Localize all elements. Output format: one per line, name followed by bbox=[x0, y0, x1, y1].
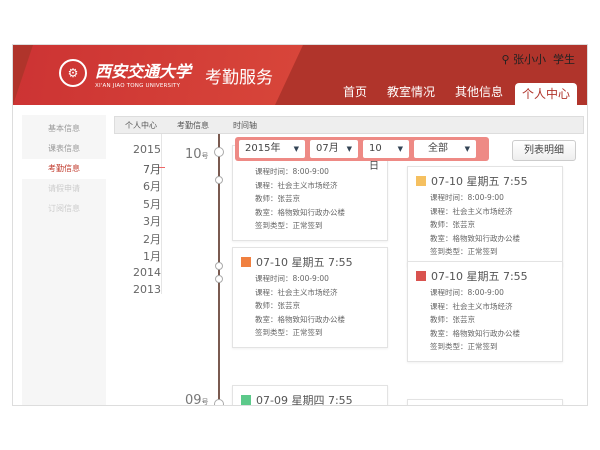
date-filter: 2015年 ▼ 07月 ▼ 10日 ▼ 全部 ▼ bbox=[235, 137, 489, 172]
logo-english: XI'AN JIAO TONG UNIVERSITY bbox=[95, 83, 181, 89]
nav-other[interactable]: 其他信息 bbox=[455, 85, 504, 99]
month-marker bbox=[159, 167, 165, 168]
year-2013[interactable]: 2013 bbox=[133, 283, 161, 296]
year-month-nav: 2015 7月 6月 5月 3月 2月 1月 2014 2013 bbox=[113, 143, 161, 301]
user-role: 学生 bbox=[553, 53, 575, 66]
month-7[interactable]: 7月 bbox=[143, 162, 161, 176]
attendance-card[interactable]: 07-10 星期五 7:55 课程时间：8:00-9:00 课程：社会主义市场经… bbox=[232, 247, 388, 348]
attendance-card[interactable]: 07-10 星期五 7:55 课程时间：8:00-9:00 课程：社会主义市场经… bbox=[407, 166, 563, 267]
user-icon: ⚲ bbox=[501, 53, 510, 66]
month-1[interactable]: 1月 bbox=[143, 250, 161, 263]
breadcrumb-timeline: 时间轴 bbox=[233, 121, 257, 130]
type-select[interactable]: 全部 ▼ bbox=[414, 140, 476, 158]
breadcrumb: 个人中心 考勤信息 时间轴 bbox=[114, 116, 584, 134]
year-select[interactable]: 2015年 ▼ bbox=[239, 140, 305, 158]
sidebar-item-attendance[interactable]: 考勤信息 bbox=[22, 159, 106, 179]
month-3[interactable]: 3月 bbox=[143, 215, 161, 228]
app-window: ⚙ 西安交通大学 XI'AN JIAO TONG UNIVERSITY 考勤服务… bbox=[12, 44, 588, 406]
caret-down-icon: ▼ bbox=[397, 145, 403, 153]
user-info[interactable]: ⚲ 张小小 学生 bbox=[501, 51, 575, 67]
month-5[interactable]: 5月 bbox=[143, 197, 161, 211]
divider bbox=[161, 134, 162, 294]
system-title: 考勤服务 bbox=[205, 68, 273, 88]
day-label: 09号 bbox=[185, 393, 209, 406]
attendance-type-icon bbox=[416, 176, 426, 186]
list-detail-button[interactable]: 列表明细 bbox=[512, 140, 576, 161]
university-seal-icon: ⚙ bbox=[59, 59, 87, 87]
nav-home[interactable]: 首页 bbox=[343, 85, 368, 99]
month-2[interactable]: 2月 bbox=[143, 232, 161, 246]
timeline-node bbox=[215, 275, 223, 283]
sidebar-item-subscribe[interactable]: 订阅信息 bbox=[48, 204, 80, 213]
breadcrumb-attendance[interactable]: 考勤信息 bbox=[177, 121, 209, 130]
breadcrumb-personal[interactable]: 个人中心 bbox=[125, 121, 157, 130]
sidebar-item-schedule[interactable]: 课表信息 bbox=[48, 144, 80, 153]
attendance-type-icon bbox=[241, 257, 251, 267]
sidebar: 基本信息 课表信息 考勤信息 请假申请 订阅信息 bbox=[22, 115, 106, 405]
caret-down-icon: ▼ bbox=[346, 145, 352, 153]
day-select[interactable]: 10日 ▼ bbox=[363, 140, 409, 172]
user-name: 张小小 bbox=[513, 53, 546, 66]
timeline-node bbox=[214, 147, 224, 157]
attendance-card[interactable]: 07-10 星期五 7:55 课程时间：8:00-9:00 课程：社会主义市场经… bbox=[407, 261, 563, 362]
sidebar-item-basic[interactable]: 基本信息 bbox=[48, 124, 80, 133]
year-2015[interactable]: 2015 bbox=[133, 143, 161, 156]
sidebar-item-leave[interactable]: 请假申请 bbox=[48, 184, 80, 193]
attendance-card[interactable] bbox=[407, 399, 563, 405]
timeline-node bbox=[214, 399, 224, 405]
month-6[interactable]: 6月 bbox=[143, 180, 161, 193]
header: ⚙ 西安交通大学 XI'AN JIAO TONG UNIVERSITY 考勤服务… bbox=[13, 45, 587, 105]
caret-down-icon: ▼ bbox=[464, 145, 470, 153]
year-2014[interactable]: 2014 bbox=[133, 265, 161, 279]
logo-text: 西安交通大学 bbox=[95, 62, 192, 81]
caret-down-icon: ▼ bbox=[293, 145, 299, 153]
day-label: 10号 bbox=[185, 147, 209, 162]
nav-personal[interactable]: 个人中心 bbox=[515, 83, 578, 105]
month-select[interactable]: 07月 ▼ bbox=[310, 140, 358, 158]
nav-classroom[interactable]: 教室情况 bbox=[387, 85, 436, 99]
attendance-type-icon bbox=[416, 271, 426, 281]
attendance-card[interactable]: 07-09 星期四 7:55 bbox=[232, 385, 388, 405]
timeline-node bbox=[215, 176, 223, 184]
timeline-node bbox=[215, 262, 223, 270]
timeline-axis bbox=[218, 134, 220, 405]
attendance-type-icon bbox=[241, 395, 251, 405]
